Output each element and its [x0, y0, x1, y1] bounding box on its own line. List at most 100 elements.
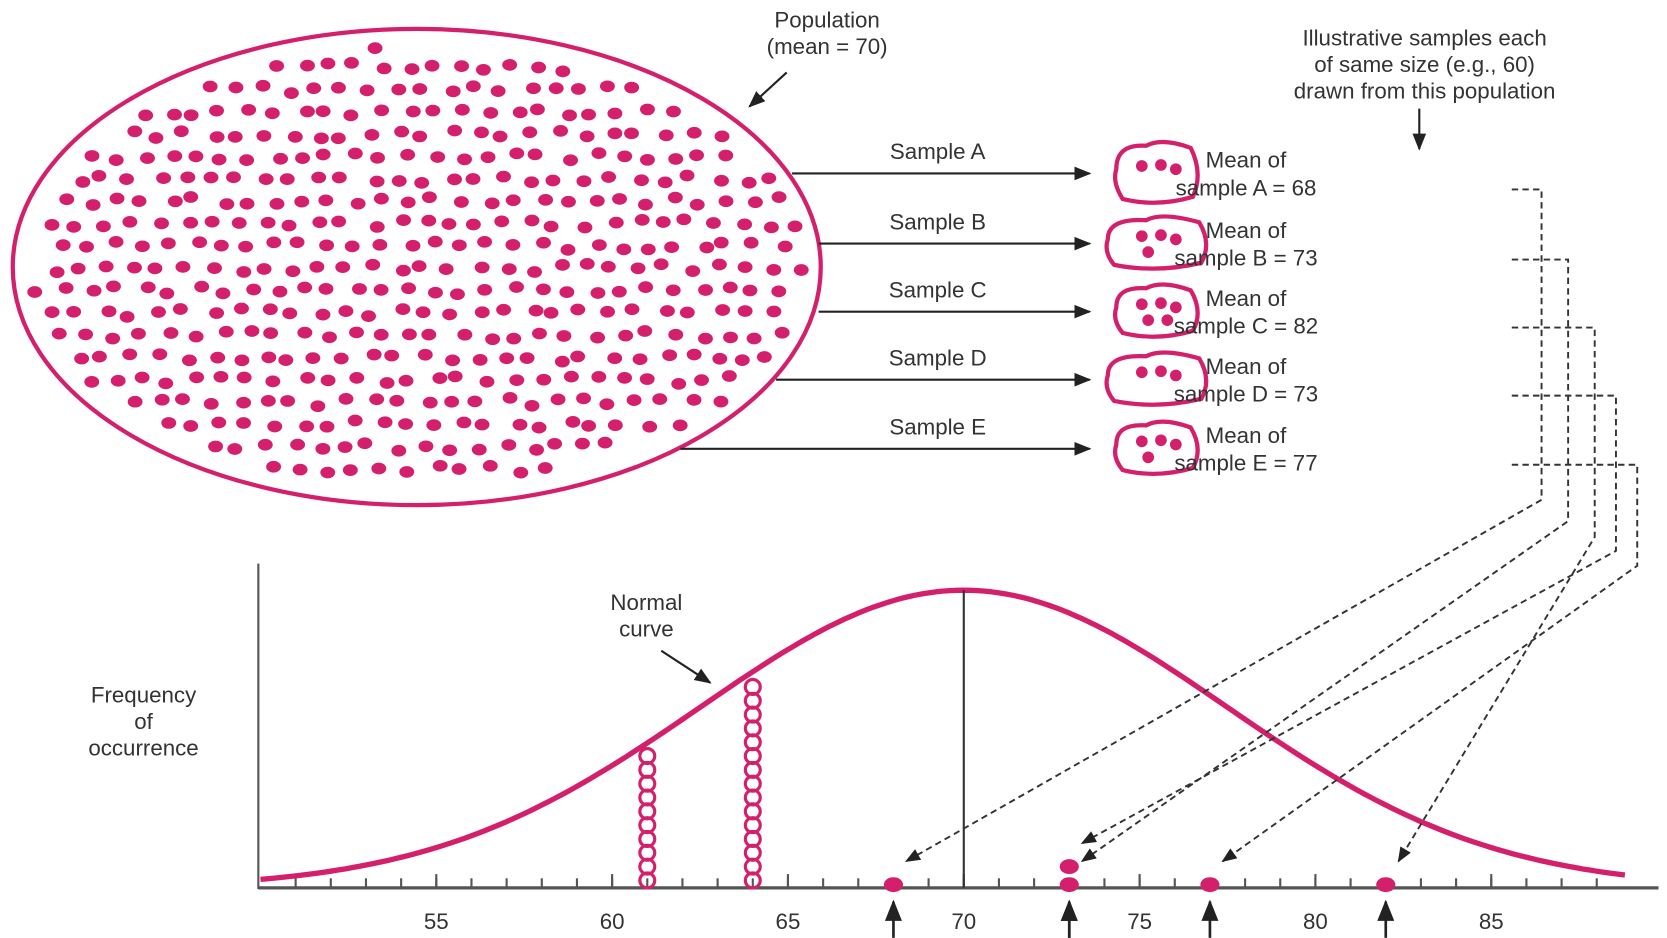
sample-name: Sample A: [890, 139, 986, 164]
population-dot: [564, 371, 579, 383]
sample-dot: [1136, 366, 1148, 378]
population-dot: [577, 175, 592, 187]
population-dot: [155, 394, 170, 406]
population-dot: [406, 240, 421, 252]
population-dot: [261, 352, 276, 364]
population-dot: [392, 175, 407, 187]
population-dot: [485, 198, 500, 210]
sample-mean-dot: [1200, 877, 1219, 892]
population-dot: [352, 283, 367, 295]
population-dot: [305, 352, 320, 364]
population-dot: [96, 221, 111, 233]
population-dot: [278, 354, 293, 366]
population-dot: [238, 241, 253, 253]
population-dot: [719, 195, 734, 207]
population-dot: [66, 306, 81, 318]
population-dot: [430, 151, 445, 163]
population-dot: [203, 81, 218, 93]
population-dot: [236, 266, 251, 278]
population-dot: [642, 421, 657, 433]
population-dot: [712, 259, 727, 271]
population-dot: [399, 466, 414, 478]
population-dot: [491, 85, 506, 97]
population-dot: [372, 239, 387, 251]
population-label: Population: [774, 7, 879, 32]
population-dot: [416, 306, 431, 318]
sample-dot: [1155, 434, 1167, 446]
sample-name: Sample D: [889, 345, 987, 370]
population-dot: [314, 132, 329, 144]
population-dot: [640, 104, 655, 116]
population-dot: [370, 221, 385, 233]
population-dot: [761, 172, 776, 184]
sample-mean-dot: [1060, 877, 1079, 892]
population-dot: [311, 172, 326, 184]
population-dot: [531, 62, 546, 74]
population-dot: [447, 173, 462, 185]
mean-label: sample A = 68: [1176, 175, 1317, 200]
population-dot: [285, 265, 300, 277]
population-dot: [322, 331, 337, 343]
population-dot: [349, 372, 364, 384]
population-dot: [476, 64, 491, 76]
population-dot: [259, 173, 274, 185]
population-dot: [316, 309, 331, 321]
population-dot: [744, 237, 759, 249]
population-dot: [454, 196, 469, 208]
population-dot: [261, 395, 276, 407]
population-dot: [102, 305, 117, 317]
population-dot: [396, 214, 411, 226]
population-dot: [455, 104, 470, 116]
population-dot: [79, 241, 94, 253]
population-dot: [141, 281, 156, 293]
population-dot: [154, 218, 169, 230]
population-dot: [244, 325, 259, 337]
population-dot: [570, 304, 585, 316]
population-dot: [59, 193, 74, 205]
population-dot: [378, 416, 393, 428]
population-dot: [576, 393, 591, 405]
population-dot: [549, 82, 564, 94]
population-dot: [132, 195, 147, 207]
population-dot: [295, 152, 310, 164]
population-dot: [499, 352, 514, 364]
population-dot: [219, 326, 234, 338]
population-dot: [87, 285, 102, 297]
population-dot: [227, 443, 242, 455]
population-dot: [85, 150, 100, 162]
population-dot: [318, 195, 333, 207]
population-dot: [493, 131, 508, 143]
population-dot: [189, 331, 204, 343]
population-dot: [633, 353, 648, 365]
population-dot: [485, 333, 500, 345]
population-dot: [183, 420, 198, 432]
population-dot: [290, 439, 305, 451]
population-dot: [147, 263, 162, 275]
connector: [1399, 328, 1595, 862]
population-dot: [300, 106, 315, 118]
population-dot: [400, 149, 415, 161]
population-dot: [617, 372, 632, 384]
population-dot: [778, 241, 793, 253]
population-dot: [290, 236, 305, 248]
population-dot: [712, 353, 727, 365]
population-dot: [467, 396, 482, 408]
population-dot: [164, 327, 179, 339]
population-dot: [111, 375, 126, 387]
population-dot: [152, 348, 167, 360]
population-dot: [412, 260, 427, 272]
population-dot: [419, 440, 434, 452]
population-dot: [370, 152, 385, 164]
population-dot: [673, 420, 688, 432]
population-dot: [634, 174, 649, 186]
population-dot: [581, 420, 596, 432]
population-dot: [601, 261, 616, 273]
population-dot: [766, 306, 781, 318]
sample-dot: [1170, 439, 1182, 451]
population-dot: [161, 417, 176, 429]
population-dot: [591, 147, 606, 159]
population-dot: [687, 127, 702, 139]
population-dot: [722, 370, 737, 382]
population-dot: [91, 170, 106, 182]
population-dot: [617, 150, 632, 162]
